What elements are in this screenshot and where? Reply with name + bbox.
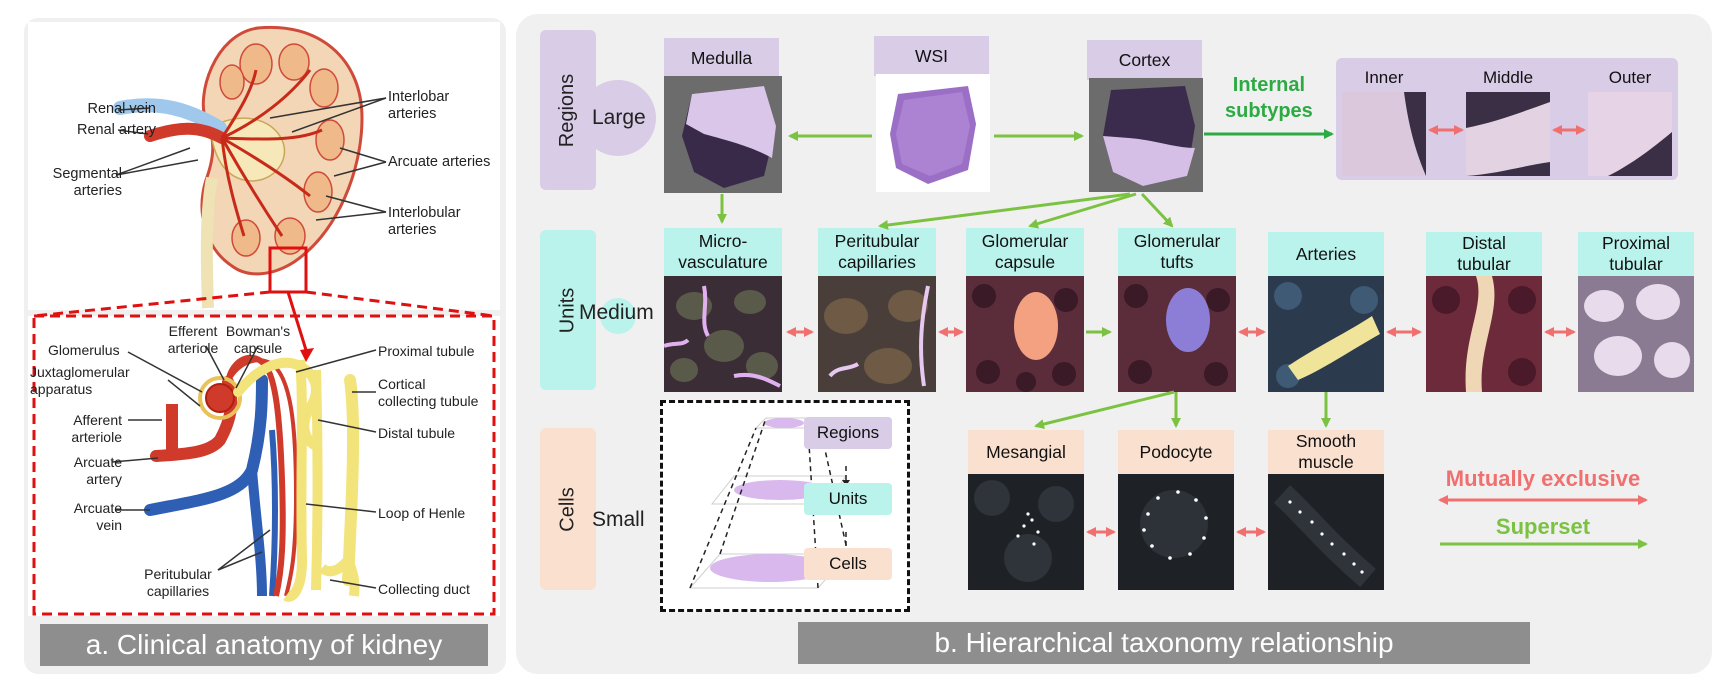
legend-superset: Superset (1495, 514, 1591, 539)
label-proximal-tubular: Proximal tubular (1578, 232, 1694, 276)
label-arcuate-arteries: Arcuate arteries (388, 154, 491, 170)
image-middle (1466, 92, 1550, 176)
label-microvasculature: Micro- vasculature (664, 228, 782, 276)
image-peritubular-capillaries (818, 276, 936, 392)
image-podocyte (1118, 474, 1234, 590)
label-renal-artery: Renal artery (77, 122, 156, 138)
image-smooth-muscle (1268, 474, 1384, 590)
label-glomerulus: Glomerulus (48, 342, 120, 358)
label-interlobular-arteries: Interlobular arteries (388, 205, 461, 238)
pyramid-label-cells: Cells (804, 548, 892, 580)
image-wsi (876, 74, 990, 192)
label-podocyte: Podocyte (1118, 430, 1234, 474)
label-renal-vein: Renal vein (87, 101, 156, 117)
image-glomerular-tufts (1118, 276, 1236, 392)
label-arcuate-vein: Arcuate vein (73, 500, 122, 533)
label-glomerular-capsule: Glomerular capsule (966, 228, 1084, 276)
label-smooth-muscle: Smooth muscle (1268, 430, 1384, 474)
legend-mutually-exclusive: Mutually exclusive (1445, 466, 1641, 491)
scale-small: Small (592, 508, 645, 531)
scale-circle-medium (600, 298, 636, 334)
label-bowmans-capsule: Bowman's capsule (225, 323, 291, 356)
image-cortex (1089, 78, 1203, 192)
image-inner (1342, 92, 1426, 176)
scale-medium: Medium (579, 301, 654, 324)
image-distal-tubular (1426, 276, 1542, 392)
label-arcuate-artery: Arcuate artery (73, 454, 122, 487)
label-interlobar-arteries: Interlobar arteries (388, 89, 450, 122)
label-outer: Outer (1588, 62, 1672, 92)
row-tag-cells: Cells (540, 428, 596, 590)
label-loop-of-henle: Loop of Henle (378, 505, 466, 521)
label-juxtaglomerular-apparatus: Juxtaglomerular apparatus (30, 364, 130, 397)
image-microvasculature (664, 276, 782, 392)
label-glomerular-tufts: Glomerular tufts (1118, 228, 1236, 276)
image-medulla (664, 76, 782, 193)
image-proximal-tubular (1578, 276, 1694, 392)
label-arteries: Arteries (1268, 232, 1384, 276)
label-cortex: Cortex (1087, 40, 1202, 80)
label-afferent-arteriole: Afferent arteriole (71, 412, 122, 445)
scale-large: Large (592, 106, 646, 129)
caption-a: a. Clinical anatomy of kidney (40, 624, 488, 666)
label-wsi: WSI (874, 36, 989, 76)
pyramid-label-regions: Regions (804, 417, 892, 449)
label-middle: Middle (1466, 62, 1550, 92)
label-peritubular-capillaries-unit: Peritubular capillaries (818, 228, 936, 276)
label-distal-tubular: Distal tubular (1426, 232, 1542, 276)
label-mesangial: Mesangial (968, 430, 1084, 474)
image-mesangial (968, 474, 1084, 590)
label-proximal-tubule: Proximal tubule (378, 343, 475, 359)
row-tag-units: Units (540, 230, 596, 390)
label-distal-tubule: Distal tubule (378, 425, 456, 441)
label-medulla: Medulla (664, 38, 779, 78)
pyramid-label-units: Units (804, 483, 892, 515)
label-collecting-duct: Collecting duct (378, 581, 470, 597)
image-outer (1588, 92, 1672, 176)
label-efferent-arteriole: Efferent arteriole (167, 323, 219, 356)
image-glomerular-capsule (966, 276, 1084, 392)
label-inner: Inner (1342, 62, 1426, 92)
label-internal-subtypes: Internal subtypes (1225, 74, 1313, 122)
label-peritubular-capillaries: Peritubular capillaries (144, 566, 212, 599)
image-arteries (1268, 276, 1384, 392)
label-segmental-arteries: Segmental arteries (52, 166, 122, 199)
caption-b: b. Hierarchical taxonomy relationship (798, 622, 1530, 664)
scale-circle-large (580, 80, 656, 156)
label-cortical-collecting-tubule: Cortical collecting tubule (378, 376, 479, 409)
